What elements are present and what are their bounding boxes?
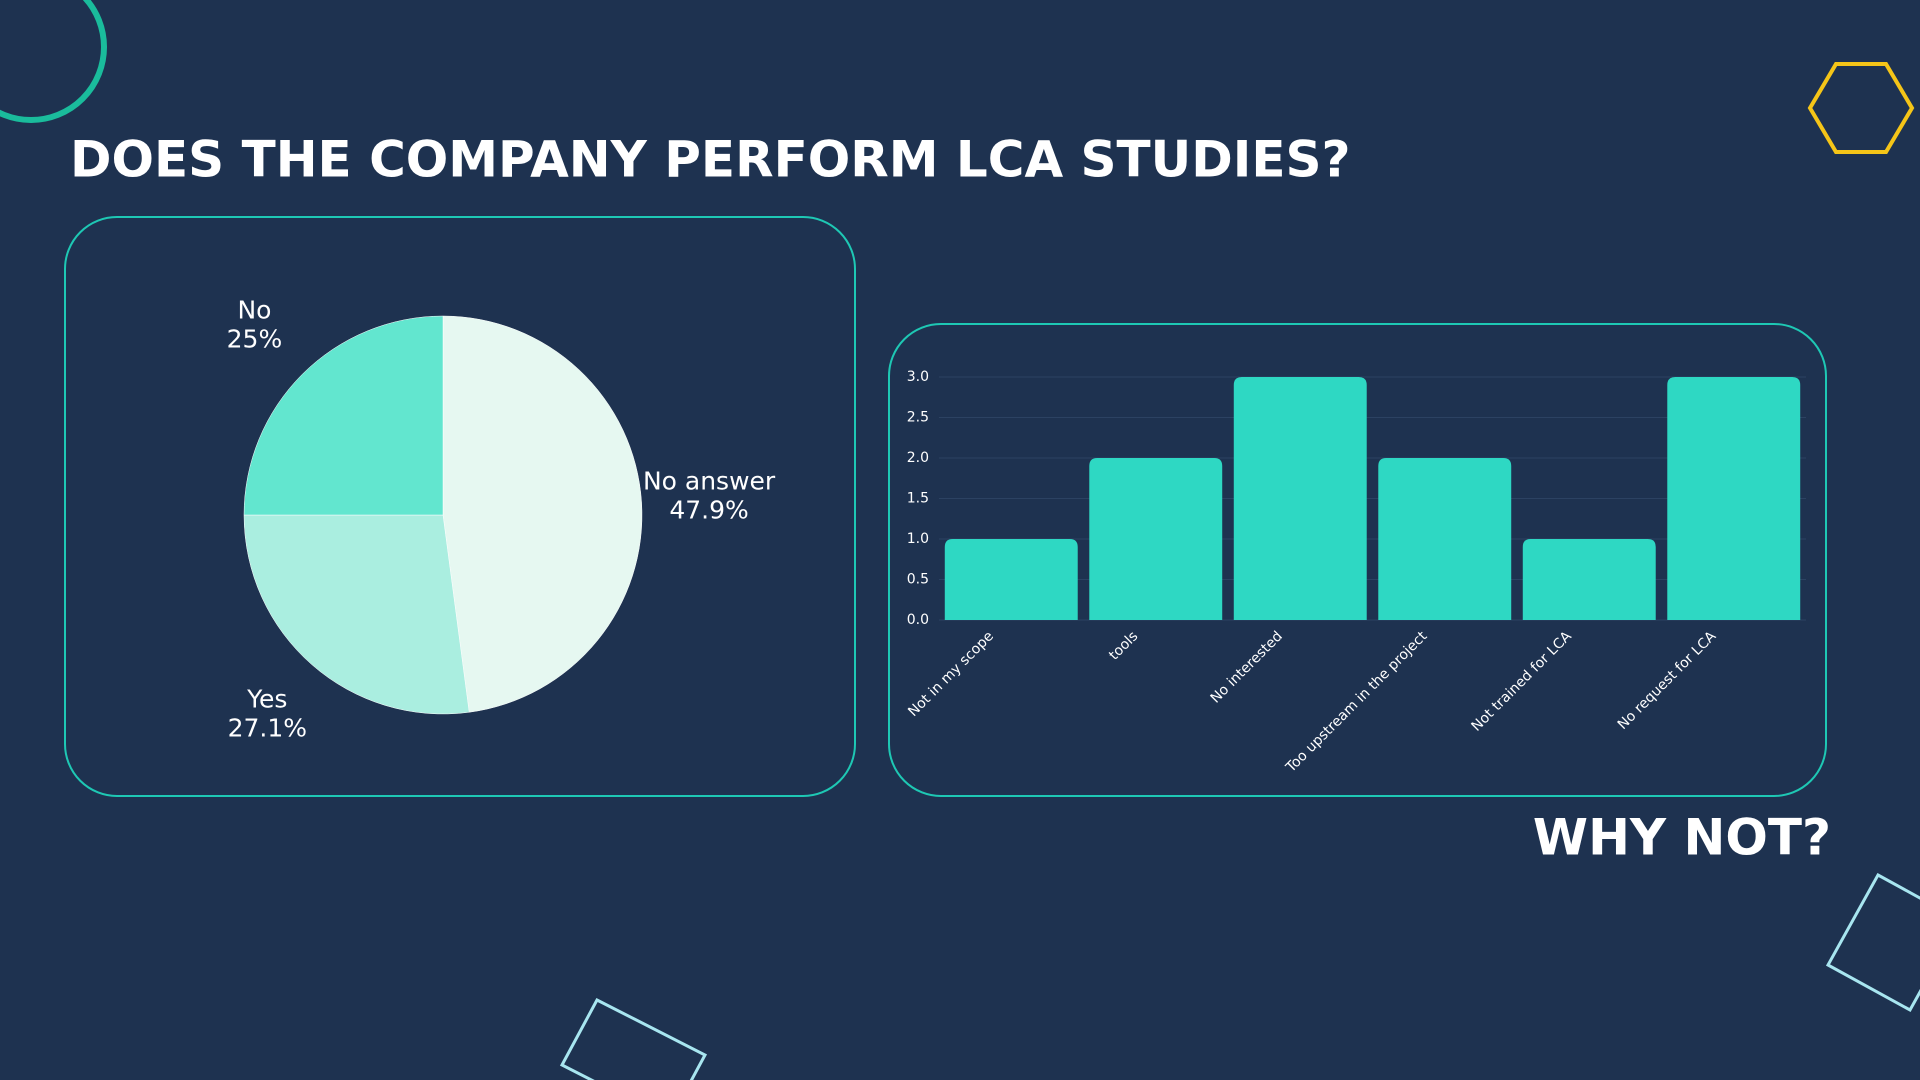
slice-label: Yes	[246, 685, 287, 714]
decor-square	[1825, 872, 1920, 1013]
y-tick-label: 3.0	[907, 369, 929, 385]
bar	[1089, 458, 1223, 620]
bar	[944, 539, 1078, 620]
y-tick-label: 0.0	[907, 612, 929, 628]
slice-label: No answer	[643, 466, 776, 495]
slice-value: 27.1%	[228, 714, 307, 743]
y-tick-label: 1.0	[907, 531, 929, 547]
pie-panel	[64, 216, 856, 797]
pie-slice	[243, 315, 444, 516]
decor-hexagon	[1807, 62, 1915, 154]
decor-circle	[0, 0, 107, 123]
pie-slice	[243, 514, 470, 715]
pie-slice	[442, 315, 643, 713]
bar	[1378, 458, 1512, 620]
slice-label: No	[237, 295, 271, 324]
bar-title: WHY NOT?	[1533, 809, 1831, 867]
slice-value: 47.9%	[669, 495, 748, 524]
bar	[1522, 539, 1656, 620]
bar	[1667, 377, 1801, 620]
decor-square	[559, 997, 708, 1080]
slide-title: DOES THE COMPANY PERFORM LCA STUDIES?	[70, 131, 1351, 189]
slice-value: 25%	[227, 324, 283, 353]
y-tick-label: 1.5	[907, 491, 929, 507]
bar	[1233, 377, 1367, 620]
y-tick-label: 2.0	[907, 450, 929, 466]
y-tick-label: 2.5	[907, 410, 929, 426]
y-tick-label: 0.5	[907, 572, 929, 588]
bar-panel	[888, 323, 1827, 797]
